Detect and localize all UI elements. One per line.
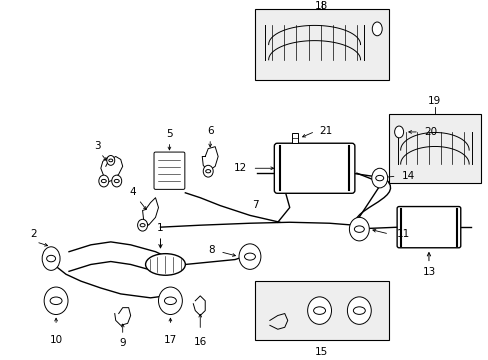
Text: 11: 11 <box>396 229 409 239</box>
Text: 1: 1 <box>157 223 163 233</box>
Text: 18: 18 <box>314 1 327 12</box>
Text: 5: 5 <box>166 129 172 139</box>
Ellipse shape <box>114 179 119 183</box>
Ellipse shape <box>353 307 365 314</box>
FancyBboxPatch shape <box>396 207 460 248</box>
Ellipse shape <box>46 255 56 262</box>
Ellipse shape <box>101 179 106 183</box>
Text: 2: 2 <box>30 229 37 239</box>
Text: 17: 17 <box>163 335 177 345</box>
Ellipse shape <box>42 247 60 270</box>
Text: 19: 19 <box>427 96 441 107</box>
Text: 20: 20 <box>423 127 436 137</box>
Ellipse shape <box>137 219 147 231</box>
FancyBboxPatch shape <box>274 143 354 193</box>
Ellipse shape <box>203 165 213 177</box>
Ellipse shape <box>145 254 185 275</box>
Text: 12: 12 <box>234 163 247 173</box>
Ellipse shape <box>108 159 113 162</box>
Ellipse shape <box>50 297 62 305</box>
Ellipse shape <box>239 244 261 269</box>
Text: 15: 15 <box>314 347 327 357</box>
Ellipse shape <box>354 226 364 232</box>
Ellipse shape <box>371 168 387 188</box>
Text: 13: 13 <box>422 267 435 278</box>
Text: 7: 7 <box>251 201 258 211</box>
Ellipse shape <box>99 175 108 187</box>
Bar <box>388 114 480 183</box>
Ellipse shape <box>205 170 210 173</box>
Ellipse shape <box>44 287 68 315</box>
Ellipse shape <box>164 297 176 305</box>
Ellipse shape <box>307 297 331 324</box>
Ellipse shape <box>112 175 122 187</box>
Bar <box>254 281 388 340</box>
Ellipse shape <box>394 126 403 138</box>
Ellipse shape <box>349 217 368 241</box>
FancyBboxPatch shape <box>154 152 184 189</box>
Bar <box>254 9 388 80</box>
Text: 6: 6 <box>206 126 213 136</box>
Ellipse shape <box>140 224 145 227</box>
Bar <box>292 134 298 143</box>
Text: 8: 8 <box>208 245 215 255</box>
Text: 21: 21 <box>319 126 332 136</box>
Ellipse shape <box>346 297 370 324</box>
Text: 16: 16 <box>193 337 206 347</box>
Ellipse shape <box>371 22 382 36</box>
Ellipse shape <box>375 175 383 181</box>
Ellipse shape <box>158 287 182 315</box>
Text: 10: 10 <box>49 335 62 345</box>
Text: 9: 9 <box>119 338 126 348</box>
Ellipse shape <box>244 253 255 260</box>
Text: 14: 14 <box>401 171 414 181</box>
Text: 3: 3 <box>94 141 101 150</box>
Ellipse shape <box>313 307 325 314</box>
Ellipse shape <box>106 156 115 165</box>
Text: 4: 4 <box>129 187 135 197</box>
